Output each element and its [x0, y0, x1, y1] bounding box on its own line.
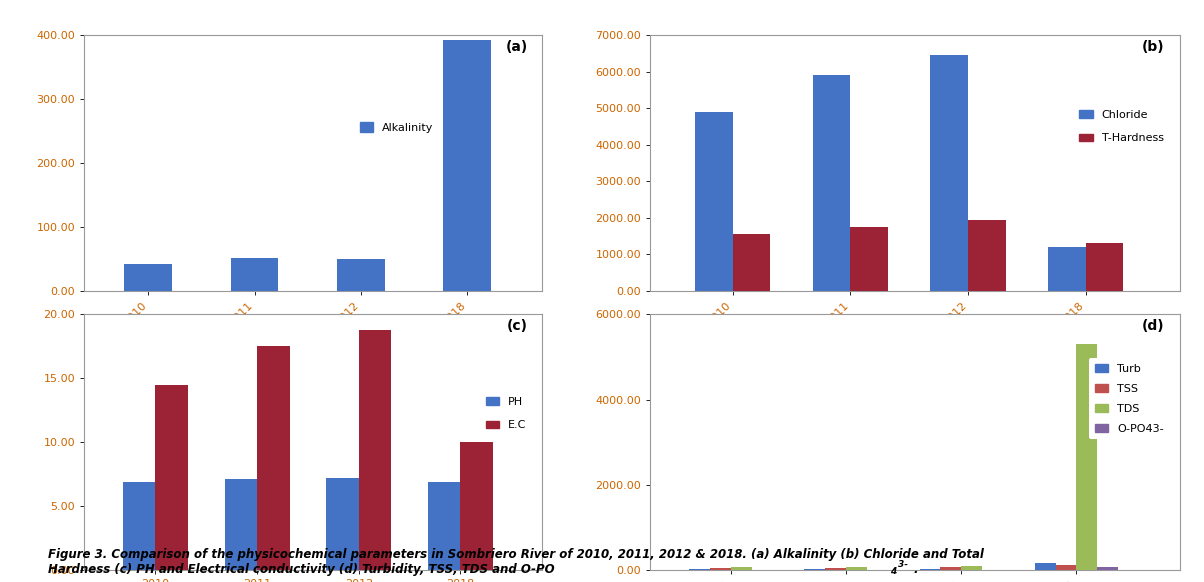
- Bar: [359, 329, 391, 570]
- Bar: [968, 219, 1005, 291]
- Bar: [427, 482, 460, 570]
- Text: Figure 3. Comparison of the physicochemical parameters in Sombriero River of 201: Figure 3. Comparison of the physicochemi…: [48, 548, 984, 576]
- Legend: Turb, TSS, TDS, O-PO43-: Turb, TSS, TDS, O-PO43-: [1090, 359, 1169, 439]
- Bar: [813, 75, 850, 291]
- Bar: [804, 569, 825, 570]
- Bar: [961, 566, 981, 570]
- Bar: [1076, 344, 1097, 570]
- Bar: [931, 55, 968, 291]
- Bar: [846, 566, 867, 570]
- Legend: Chloride, T-Hardness: Chloride, T-Hardness: [1074, 105, 1169, 149]
- Legend: Alkalinity: Alkalinity: [355, 118, 438, 137]
- Bar: [124, 264, 172, 291]
- Bar: [1047, 247, 1086, 291]
- Bar: [155, 385, 188, 570]
- Bar: [1086, 243, 1123, 291]
- Legend: PH, E.C: PH, E.C: [480, 392, 532, 436]
- Bar: [695, 112, 732, 291]
- Bar: [920, 569, 940, 570]
- Bar: [1056, 565, 1076, 570]
- Text: (d): (d): [1141, 320, 1164, 333]
- Bar: [460, 442, 492, 570]
- Bar: [443, 40, 491, 291]
- Bar: [123, 482, 155, 570]
- Text: 3-: 3-: [898, 560, 908, 569]
- Bar: [1097, 567, 1117, 570]
- Bar: [850, 227, 889, 291]
- Bar: [326, 478, 359, 570]
- Bar: [732, 235, 771, 291]
- Bar: [225, 480, 258, 570]
- Bar: [231, 258, 278, 291]
- Bar: [1034, 563, 1056, 570]
- Bar: [258, 346, 290, 570]
- Text: (c): (c): [507, 320, 529, 333]
- Bar: [731, 567, 751, 570]
- Text: (a): (a): [506, 40, 529, 54]
- Bar: [690, 569, 710, 570]
- Bar: [710, 568, 731, 570]
- Text: (b): (b): [1141, 40, 1164, 54]
- Text: 4: 4: [890, 567, 896, 576]
- Bar: [337, 259, 385, 291]
- Bar: [825, 568, 846, 570]
- Text: .: .: [914, 563, 919, 576]
- Bar: [940, 567, 961, 570]
